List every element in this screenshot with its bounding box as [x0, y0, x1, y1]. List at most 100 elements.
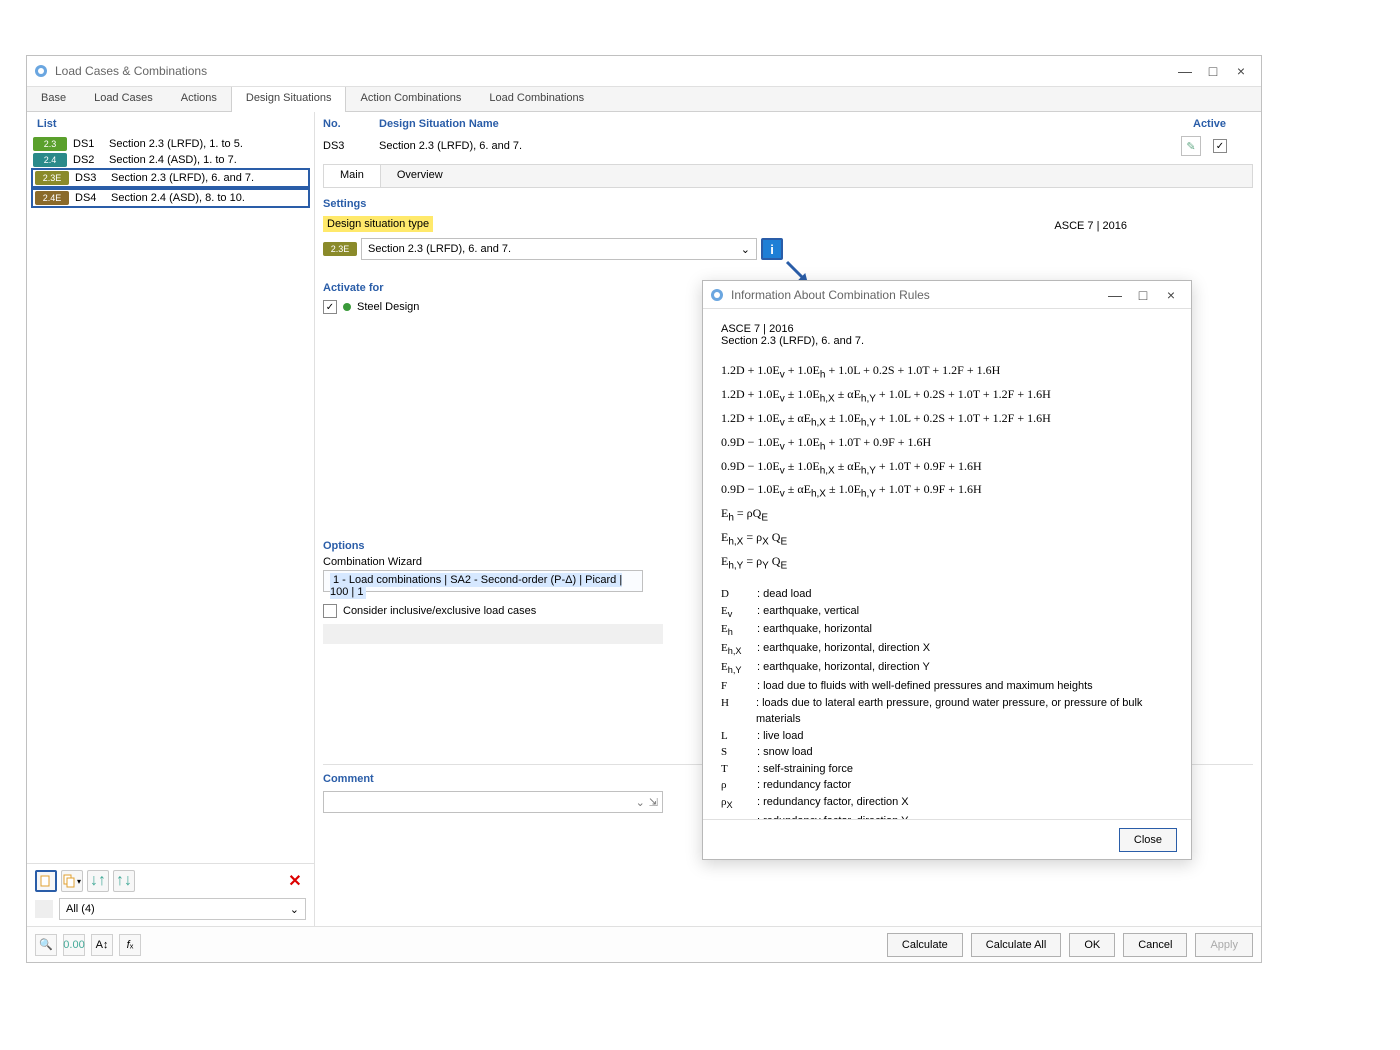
calculate-button[interactable]: Calculate [887, 933, 963, 957]
legend-row: Eh,Y : earthquake, horizontal, direction … [721, 659, 1173, 678]
calculate-all-button[interactable]: Calculate All [971, 933, 1062, 957]
cancel-button[interactable]: Cancel [1123, 933, 1187, 957]
chevron-down-icon: ⌄ [290, 903, 299, 916]
legend-symbol: H [721, 695, 746, 728]
legend-row: T: self-straining force [721, 761, 1173, 778]
code-ref: ASCE 7 | 2016 [1054, 220, 1127, 232]
legend-row: F : load due to fluids with well-defined … [721, 678, 1173, 695]
hdr-active: Active [1193, 118, 1253, 130]
list-item[interactable]: 2.3DS1Section 2.3 (LRFD), 1. to 5. [31, 136, 310, 152]
popup-minimize[interactable]: — [1101, 287, 1129, 303]
footer-icon-3[interactable]: A↕ [91, 934, 113, 956]
sidebar-footer: ▾ ↓↑ ↑↓ ✕ All (4) ⌄ [27, 863, 314, 926]
maximize-button[interactable]: □ [1199, 63, 1227, 79]
badge: 2.4E [35, 191, 69, 205]
info-button[interactable]: i [761, 238, 783, 260]
sidebar: List 2.3DS1Section 2.3 (LRFD), 1. to 5.2… [27, 112, 315, 926]
legend: D: dead loadEv: earthquake, verticalEh: … [721, 586, 1173, 819]
minimize-button[interactable]: — [1171, 63, 1199, 79]
consider-placeholder [323, 624, 663, 644]
filter-label: All (4) [66, 903, 95, 915]
legend-row: S : snow load [721, 744, 1173, 761]
popup-heading-1: ASCE 7 | 2016 [721, 323, 1173, 335]
wizard-value: 1 - Load combinations | SA2 - Second-ord… [330, 573, 622, 599]
tab-actions[interactable]: Actions [167, 87, 231, 111]
steel-design-checkbox[interactable]: ✓ [323, 300, 337, 314]
legend-row: H: loads due to lateral earth pressure, … [721, 695, 1173, 728]
ok-button[interactable]: OK [1069, 933, 1115, 957]
formula-list: 1.2D + 1.0Ev + 1.0Eh + 1.0L + 0.2S + 1.0… [721, 361, 1173, 574]
legend-row: ρ: redundancy factor [721, 777, 1173, 794]
formula: 1.2D + 1.0Ev ± αEh,X ± 1.0Eh,Y + 1.0L + … [721, 409, 1173, 431]
detail-header-row: No. Design Situation Name Active [323, 116, 1253, 134]
list-item[interactable]: 2.4DS2Section 2.4 (ASD), 1. to 7. [31, 152, 310, 168]
formula: 1.2D + 1.0Ev + 1.0Eh + 1.0L + 0.2S + 1.0… [721, 361, 1173, 383]
delete-button[interactable]: ✕ [284, 870, 306, 892]
type-select[interactable]: Section 2.3 (LRFD), 6. and 7. ⌄ [361, 238, 757, 260]
consider-label: Consider inclusive/exclusive load cases [343, 605, 536, 617]
legend-symbol: S [721, 744, 747, 761]
legend-row: Eh: earthquake, horizontal [721, 621, 1173, 640]
consider-checkbox[interactable] [323, 604, 337, 618]
legend-desc: : redundancy factor, direction X [757, 794, 909, 813]
sort-desc-button[interactable]: ↑↓ [113, 870, 135, 892]
copy-button[interactable]: ▾ [61, 870, 83, 892]
legend-desc: : load due to fluids with well-defined p… [757, 678, 1093, 695]
legend-symbol: Ev [721, 603, 747, 622]
type-row: 2.3E Section 2.3 (LRFD), 6. and 7. ⌄ i [323, 238, 783, 260]
legend-desc: : redundancy factor [757, 777, 851, 794]
comment-expand-button[interactable]: ⇲ [649, 796, 658, 809]
val-no: DS3 [323, 140, 379, 152]
tab-load-cases[interactable]: Load Cases [80, 87, 167, 111]
app-icon [709, 287, 725, 303]
item-name: Section 2.3 (LRFD), 1. to 5. [109, 138, 308, 150]
badge: 2.4 [33, 153, 67, 167]
legend-desc: : snow load [757, 744, 813, 761]
close-button[interactable]: × [1227, 63, 1255, 79]
popup-titlebar: Information About Combination Rules — □ … [703, 281, 1191, 309]
wizard-select[interactable]: 1 - Load combinations | SA2 - Second-ord… [323, 570, 643, 592]
formula: 1.2D + 1.0Ev ± 1.0Eh,X ± αEh,Y + 1.0L + … [721, 385, 1173, 407]
new-button[interactable] [35, 870, 57, 892]
tab-action-combinations[interactable]: Action Combinations [346, 87, 475, 111]
legend-row: Ev: earthquake, vertical [721, 603, 1173, 622]
popup-maximize[interactable]: □ [1129, 287, 1157, 303]
window-title: Load Cases & Combinations [55, 64, 207, 78]
settings-title: Settings [323, 198, 1253, 210]
legend-desc: : earthquake, horizontal, direction Y [757, 659, 930, 678]
formula: 0.9D − 1.0Ev + 1.0Eh + 1.0T + 0.9F + 1.6… [721, 433, 1173, 455]
edit-name-button[interactable]: ✎ [1181, 136, 1201, 156]
popup-close-button[interactable]: Close [1119, 828, 1177, 852]
tab-load-combinations[interactable]: Load Combinations [475, 87, 598, 111]
list-item[interactable]: 2.3EDS3Section 2.3 (LRFD), 6. and 7. [31, 168, 310, 188]
popup-close[interactable]: × [1157, 287, 1185, 303]
sort-asc-button[interactable]: ↓↑ [87, 870, 109, 892]
hdr-no: No. [323, 118, 379, 130]
footer-icon-4[interactable]: fₓ [119, 934, 141, 956]
type-badge: 2.3E [323, 242, 357, 256]
item-code: DS2 [73, 154, 103, 166]
formula: Eh,Y = ρY QE [721, 552, 1173, 574]
hdr-name: Design Situation Name [379, 118, 1193, 130]
legend-symbol: Eh,X [721, 640, 747, 659]
legend-symbol: D [721, 586, 747, 603]
legend-symbol: F [721, 678, 747, 695]
footer-icon-1[interactable]: 🔍 [35, 934, 57, 956]
footer-icon-2[interactable]: 0.00 [63, 934, 85, 956]
type-value: Section 2.3 (LRFD), 6. and 7. [368, 243, 511, 255]
subtab-overview[interactable]: Overview [381, 165, 459, 187]
badge: 2.3 [33, 137, 67, 151]
apply-button: Apply [1195, 933, 1253, 957]
filter-row: All (4) ⌄ [35, 898, 306, 920]
badge: 2.3E [35, 171, 69, 185]
list-item[interactable]: 2.4EDS4Section 2.4 (ASD), 8. to 10. [31, 188, 310, 208]
tab-base[interactable]: Base [27, 87, 80, 111]
filter-select[interactable]: All (4) ⌄ [59, 898, 306, 920]
subtab-main[interactable]: Main [324, 165, 381, 187]
chevron-down-icon: ⌄ [741, 243, 750, 256]
comment-input[interactable]: ⌄ ⇲ [323, 791, 663, 813]
active-checkbox[interactable]: ✓ [1213, 139, 1227, 153]
legend-symbol: Eh,Y [721, 659, 747, 678]
legend-desc: : earthquake, horizontal [757, 621, 872, 640]
tab-design-situations[interactable]: Design Situations [231, 87, 347, 112]
